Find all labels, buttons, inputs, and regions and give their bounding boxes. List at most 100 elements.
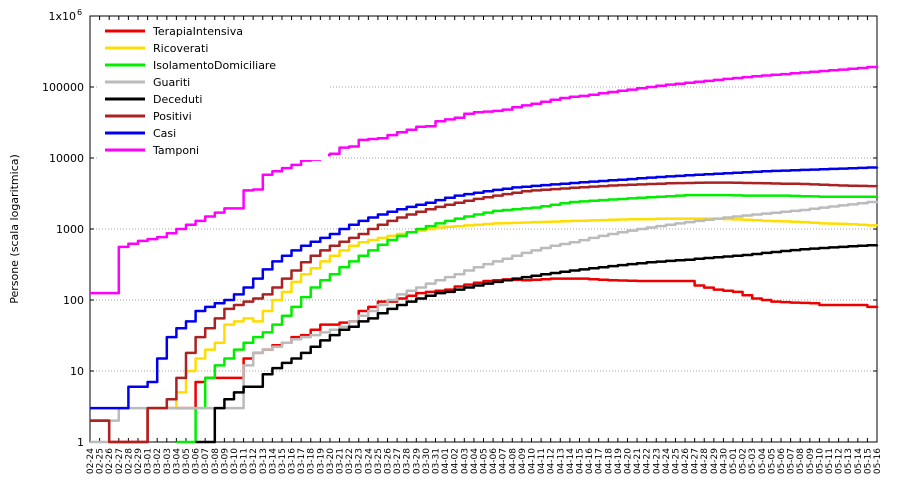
series-line-Positivi (90, 181, 879, 444)
series-line-Deceduti (195, 244, 879, 444)
x-tick-label: 05-02 (739, 448, 749, 474)
legend-label-Casi: Casi (153, 127, 176, 140)
y-tick-label: 1000 (56, 223, 84, 236)
x-tick-label: 04-22 (643, 448, 653, 474)
x-tick-label: 05-13 (844, 448, 854, 474)
x-tick-label: 03-01 (144, 448, 154, 474)
legend-background (98, 20, 328, 160)
x-tick-label: 03-12 (249, 448, 259, 474)
x-tick-label: 04-17 (595, 448, 605, 474)
series-line-IsolamentoDomiciliare (176, 193, 877, 444)
y-tick-label-exponent: 6 (77, 8, 82, 17)
x-tick-label: 04-23 (652, 448, 662, 474)
x-tick-label: 04-07 (499, 448, 509, 474)
x-tick-label: 04-10 (527, 448, 537, 474)
legend: TerapiaIntensiva Ricoverati IsolamentoDomi… (98, 20, 328, 160)
x-tick-label: 05-07 (787, 448, 797, 474)
x-tick-label: 04-08 (508, 448, 518, 474)
x-tick-label: 02-25 (96, 448, 106, 474)
x-tick-label: 03-24 (364, 448, 374, 474)
x-tick-label: 04-09 (518, 448, 528, 474)
x-tick-label: 03-14 (268, 448, 278, 474)
x-tick-label: 04-25 (671, 448, 681, 474)
x-tick-label: 03-08 (211, 448, 221, 474)
x-tick-label: 04-27 (691, 448, 701, 474)
y-tick-label: 100 (63, 294, 84, 307)
x-tick-label: 05-09 (806, 448, 816, 474)
x-tick-label: 04-30 (719, 448, 729, 474)
series-lines (90, 65, 879, 444)
x-tick-label: 03-21 (336, 448, 346, 474)
x-tick-label: 03-07 (201, 448, 211, 474)
series-line-Ricoverati (157, 217, 879, 410)
x-tick-label: 03-13 (259, 448, 269, 474)
x-tick-label: 04-02 (451, 448, 461, 474)
x-tick-label: 03-17 (297, 448, 307, 474)
x-axis-ticks: 02-24 02-25 02-26 02-27 02-28 02-29 03-01 03-02… (86, 16, 883, 474)
x-tick-label: 04-19 (614, 448, 624, 474)
x-tick-label: 02-29 (134, 448, 144, 474)
x-tick-label: 03-19 (316, 448, 326, 474)
x-tick-label: 03-16 (288, 448, 298, 474)
x-tick-label: 04-04 (470, 448, 480, 474)
y-tick-label: 1x10 (48, 10, 76, 23)
x-tick-label: 05-05 (767, 448, 777, 474)
x-tick-label: 03-09 (220, 448, 230, 474)
x-tick-label: 04-15 (575, 448, 585, 474)
x-tick-label: 02-24 (86, 448, 96, 474)
y-tick-label: 100000 (42, 81, 84, 94)
x-tick-label: 03-22 (345, 448, 355, 474)
legend-label-TerapiaIntensiva: TerapiaIntensiva (152, 25, 243, 38)
x-tick-label: 05-06 (777, 448, 787, 474)
x-tick-label: 04-18 (604, 448, 614, 474)
series-line-Casi (90, 166, 879, 410)
series-line-TerapiaIntensiva (90, 277, 879, 444)
x-tick-label: 03-05 (182, 448, 192, 474)
x-tick-label: 04-21 (633, 448, 643, 474)
x-tick-label: 04-06 (489, 448, 499, 474)
x-tick-label: 03-20 (326, 448, 336, 474)
x-tick-label: 05-01 (729, 448, 739, 474)
legend-label-Tamponi: Tamponi (152, 144, 199, 157)
x-tick-label: 03-06 (192, 448, 202, 474)
x-tick-label: 04-20 (623, 448, 633, 474)
legend-label-IsolamentoDomiciliare: IsolamentoDomiciliare (153, 59, 276, 72)
x-tick-label: 04-14 (566, 448, 576, 474)
legend-label-Guariti: Guariti (153, 76, 190, 89)
x-tick-label: 03-03 (163, 448, 173, 474)
legend-label-Ricoverati: Ricoverati (153, 42, 208, 55)
x-tick-label: 03-10 (230, 448, 240, 474)
x-tick-label: 05-12 (835, 448, 845, 474)
x-tick-label: 03-18 (307, 448, 317, 474)
x-tick-label: 05-11 (825, 448, 835, 474)
y-tick-label: 10 (70, 365, 84, 378)
x-tick-label: 05-03 (748, 448, 758, 474)
y-axis-ticks: 1 10 100 1000 10000 100000 1x10 6 (42, 8, 877, 449)
y-axis-label: Persone (scala logaritmica) (8, 154, 21, 304)
legend-label-Positivi: Positivi (153, 110, 192, 123)
x-tick-label: 03-27 (393, 448, 403, 474)
x-tick-label: 04-11 (537, 448, 547, 474)
x-tick-label: 05-10 (815, 448, 825, 474)
x-tick-label: 03-30 (422, 448, 432, 474)
x-tick-label: 05-08 (796, 448, 806, 474)
x-tick-label: 04-29 (710, 448, 720, 474)
x-tick-label: 03-15 (278, 448, 288, 474)
x-tick-label: 04-28 (700, 448, 710, 474)
series-line-Tamponi (90, 65, 879, 295)
x-tick-label: 04-01 (441, 448, 451, 474)
x-tick-label: 03-28 (403, 448, 413, 474)
y-tick-label: 1 (77, 436, 84, 449)
legend-label-Deceduti: Deceduti (153, 93, 202, 106)
grid-lines (90, 86, 877, 372)
y-tick-label: 10000 (49, 152, 84, 165)
x-tick-label: 03-11 (240, 448, 250, 474)
x-tick-label: 03-02 (153, 448, 163, 474)
x-tick-label: 03-29 (412, 448, 422, 474)
x-tick-label: 02-27 (115, 448, 125, 474)
x-tick-label: 02-26 (105, 448, 115, 474)
x-tick-label: 04-12 (547, 448, 557, 474)
x-tick-label: 05-14 (854, 448, 864, 474)
x-tick-label: 03-26 (384, 448, 394, 474)
